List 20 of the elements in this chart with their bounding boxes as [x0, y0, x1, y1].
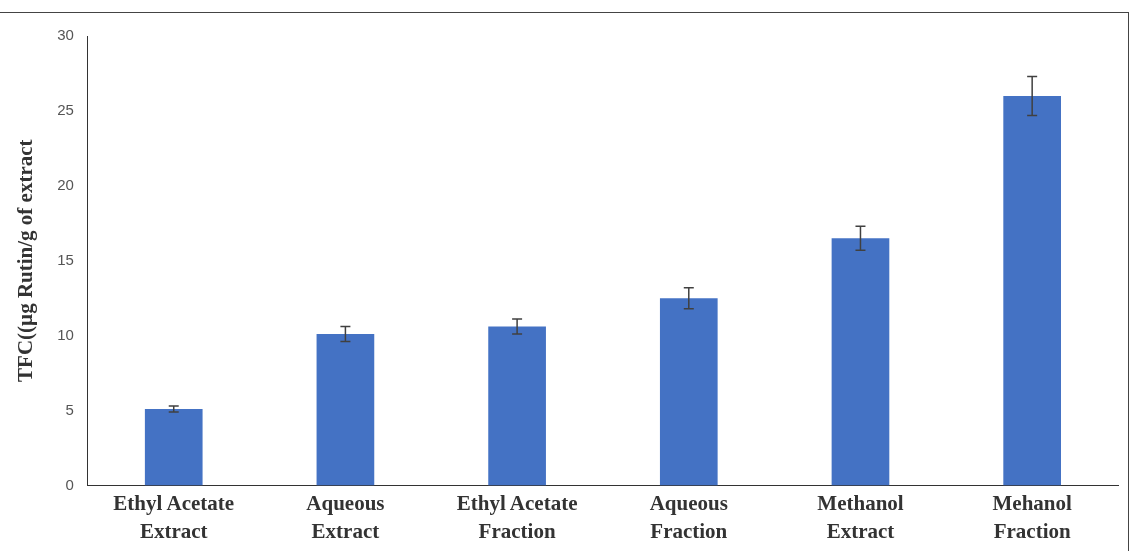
x-tick-label: Mehanol Fraction — [992, 491, 1072, 543]
bar — [316, 334, 375, 486]
y-axis-title: TFC((µg Rutin/g of extract — [13, 139, 38, 382]
x-tick-label: Aqueous Fraction — [649, 491, 728, 543]
x-tick-label: Ethyl Acetate Extract — [113, 491, 235, 543]
y-tick-label: 10 — [57, 325, 74, 343]
y-tick-label: 15 — [57, 250, 74, 268]
bar — [1003, 95, 1061, 486]
y-tick-label: 5 — [65, 400, 74, 418]
y-tick-label: 30 — [57, 26, 74, 44]
y-tick-label: 25 — [57, 101, 74, 119]
x-tick-label: Aqueous Extract — [306, 491, 385, 543]
y-tick-label: 0 — [65, 475, 74, 493]
x-tick-label: Ethyl Acetate Fraction — [456, 491, 578, 543]
y-tick-label: 20 — [57, 175, 74, 193]
bar — [488, 326, 546, 486]
bar — [144, 409, 203, 486]
bar — [831, 238, 890, 486]
x-tick-label: Methanol Extract — [817, 491, 904, 543]
bar — [659, 298, 718, 486]
